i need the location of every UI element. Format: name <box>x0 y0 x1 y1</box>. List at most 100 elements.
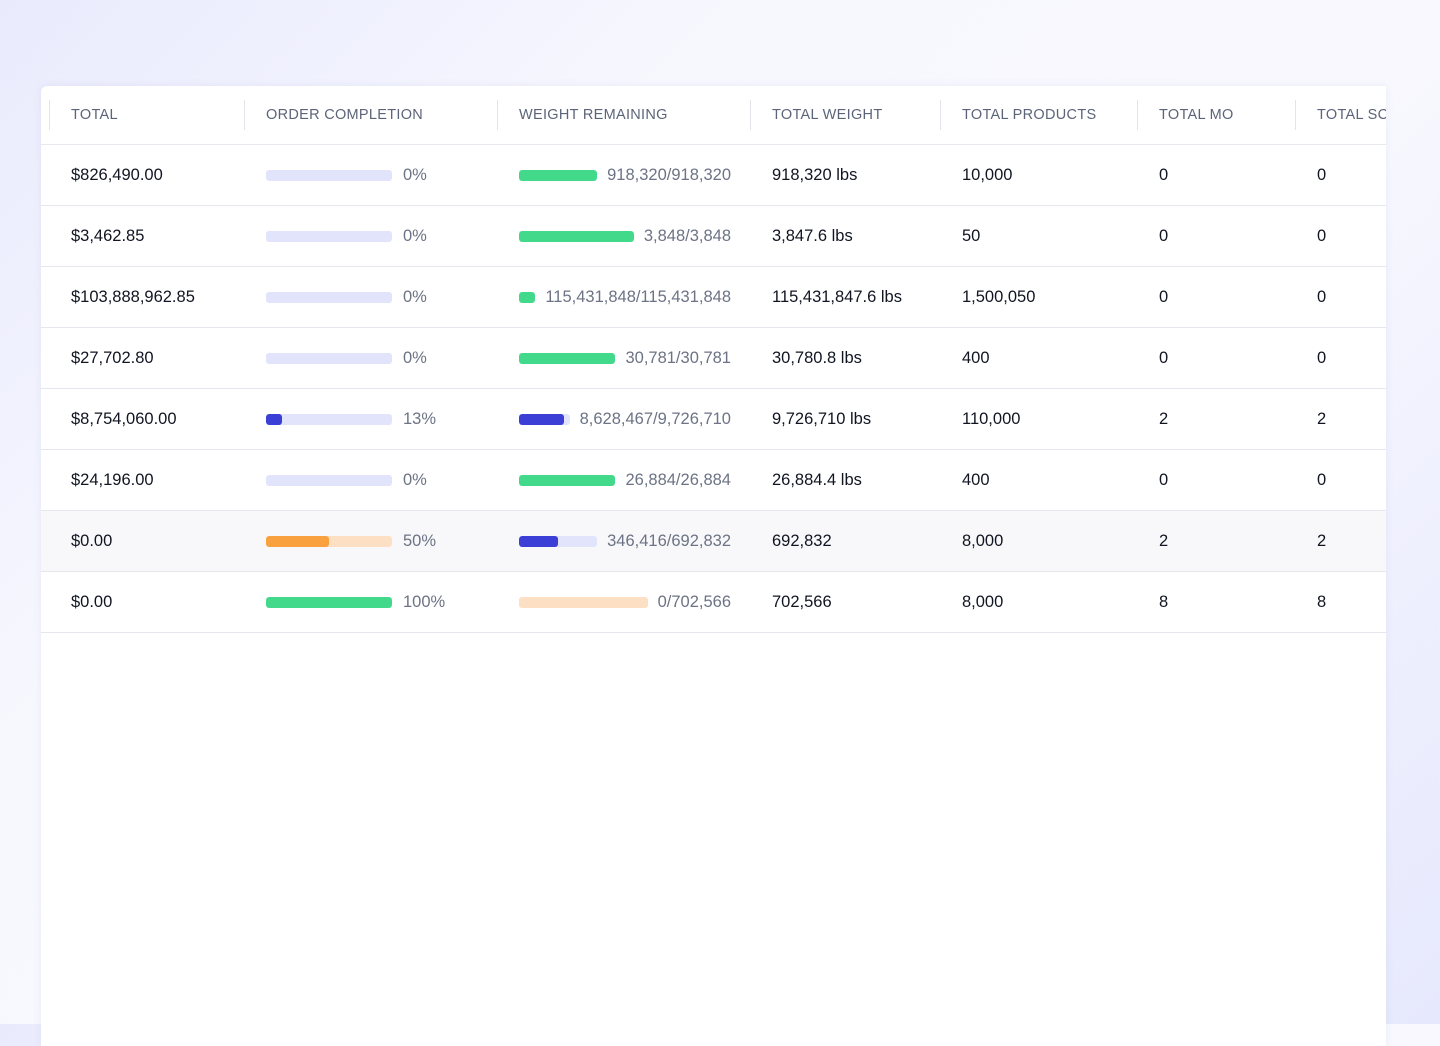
column-header-total-products[interactable]: TOTAL PRODUCTS <box>962 107 1097 123</box>
weight-remaining-cell: 918,320/918,320 <box>519 145 731 205</box>
weight-remaining-value: 3,848/3,848 <box>643 226 731 245</box>
total-cell: $826,490.00 <box>71 165 163 184</box>
total-mo-cell: 0 <box>1159 348 1169 367</box>
total-so-cell: 2 <box>1317 531 1327 550</box>
order-completion-bar <box>266 352 392 364</box>
total-products-cell: 10,000 <box>962 165 1013 184</box>
weight-remaining-value: 26,884/26,884 <box>625 470 731 489</box>
total-mo-cell: 2 <box>1159 531 1169 550</box>
total-weight-cell: 692,832 <box>772 531 832 550</box>
total-products-cell: 50 <box>962 226 981 245</box>
order-completion-cell: 0% <box>266 206 427 266</box>
order-completion-bar <box>266 535 392 547</box>
order-completion-bar <box>266 474 392 486</box>
total-weight-cell: 918,320 lbs <box>772 165 858 184</box>
weight-remaining-cell: 0/702,566 <box>519 572 731 632</box>
total-cell: $8,754,060.00 <box>71 409 177 428</box>
column-header-total-weight[interactable]: TOTAL WEIGHT <box>772 107 883 123</box>
weight-remaining-bar <box>519 291 536 303</box>
weight-remaining-fill <box>519 291 536 303</box>
total-so-cell: 8 <box>1317 592 1327 611</box>
total-products-cell: 1,500,050 <box>962 287 1036 306</box>
order-completion-cell: 0% <box>266 267 427 327</box>
table-row[interactable]: $0.00 100% 0/702,566 702,566 8,000 8 8 <box>41 572 1386 633</box>
weight-remaining-fill <box>519 474 616 486</box>
weight-remaining-value: 8,628,467/9,726,710 <box>579 409 731 428</box>
table-row[interactable]: $0.00 50% 346,416/692,832 692,832 8,000 2 2 <box>41 511 1386 572</box>
total-weight-cell: 3,847.6 lbs <box>772 226 853 245</box>
total-products-cell: 400 <box>962 470 990 489</box>
total-mo-cell: 0 <box>1159 470 1169 489</box>
weight-remaining-value: 0/702,566 <box>657 592 731 611</box>
total-mo-cell: 0 <box>1159 165 1169 184</box>
column-header-total-mo[interactable]: TOTAL MO <box>1159 107 1234 123</box>
total-weight-cell: 115,431,847.6 lbs <box>772 287 902 306</box>
total-mo-cell: 2 <box>1159 409 1169 428</box>
weight-remaining-bar <box>519 596 648 608</box>
order-completion-bar <box>266 230 392 242</box>
order-completion-cell: 50% <box>266 511 436 571</box>
total-mo-cell: 0 <box>1159 287 1169 306</box>
order-completion-percent: 0% <box>403 165 427 184</box>
column-divider[interactable] <box>750 100 751 130</box>
order-completion-fill <box>266 535 329 547</box>
column-header-weight-remaining[interactable]: WEIGHT REMAINING <box>519 107 668 123</box>
column-header-order-completion[interactable]: ORDER COMPLETION <box>266 107 424 123</box>
weight-remaining-cell: 115,431,848/115,431,848 <box>519 267 731 327</box>
table-body: $826,490.00 0% 918,320/918,320 918,320 lbs 1… <box>41 145 1386 633</box>
column-divider[interactable] <box>244 100 245 130</box>
total-so-cell: 0 <box>1317 165 1327 184</box>
table-row[interactable]: $27,702.80 0% 30,781/30,781 30,780.8 lbs 400… <box>41 328 1386 389</box>
total-weight-cell: 30,780.8 lbs <box>772 348 862 367</box>
total-products-cell: 8,000 <box>962 592 1004 611</box>
column-header-total[interactable]: TOTAL <box>71 107 118 123</box>
column-divider[interactable] <box>1137 100 1138 130</box>
weight-remaining-value: 346,416/692,832 <box>607 531 731 550</box>
total-so-cell: 0 <box>1317 348 1327 367</box>
weight-remaining-fill <box>519 535 559 547</box>
total-products-cell: 110,000 <box>962 409 1021 428</box>
column-divider[interactable] <box>497 100 498 130</box>
total-mo-cell: 0 <box>1159 226 1169 245</box>
total-so-cell: 2 <box>1317 409 1327 428</box>
total-so-cell: 0 <box>1317 226 1327 245</box>
order-completion-percent: 50% <box>403 531 437 550</box>
total-cell: $27,702.80 <box>71 348 154 367</box>
order-completion-fill <box>266 413 283 425</box>
weight-remaining-cell: 8,628,467/9,726,710 <box>519 389 731 449</box>
total-cell: $0.00 <box>71 592 113 611</box>
weight-remaining-cell: 346,416/692,832 <box>519 511 731 571</box>
weight-remaining-fill <box>519 169 598 181</box>
table-header: TOTAL ORDER COMPLETION WEIGHT REMAINING … <box>41 86 1386 145</box>
order-completion-percent: 13% <box>403 409 437 428</box>
table-row[interactable]: $8,754,060.00 13% 8,628,467/9,726,710 9,726… <box>41 389 1386 450</box>
total-so-cell: 0 <box>1317 470 1327 489</box>
weight-remaining-bar <box>519 474 616 486</box>
weight-remaining-fill <box>519 413 564 425</box>
weight-remaining-bar <box>519 169 598 181</box>
weight-remaining-fill <box>519 230 634 242</box>
order-completion-percent: 100% <box>403 592 446 611</box>
order-completion-bar <box>266 413 392 425</box>
table-row[interactable]: $24,196.00 0% 26,884/26,884 26,884.4 lbs 400… <box>41 450 1386 511</box>
order-completion-fill <box>266 596 392 608</box>
table-row[interactable]: $826,490.00 0% 918,320/918,320 918,320 lbs 1… <box>41 145 1386 206</box>
column-header-total-so[interactable]: TOTAL SC <box>1317 107 1386 123</box>
column-divider[interactable] <box>940 100 941 130</box>
order-completion-percent: 0% <box>403 470 427 489</box>
total-cell: $24,196.00 <box>71 470 154 489</box>
weight-remaining-value: 115,431,848/115,431,848 <box>545 287 731 306</box>
weight-remaining-bar <box>519 535 598 547</box>
order-completion-percent: 0% <box>403 287 427 306</box>
weight-remaining-bar <box>519 230 634 242</box>
weight-remaining-fill <box>519 352 616 364</box>
weight-remaining-cell: 26,884/26,884 <box>519 450 731 510</box>
table-row[interactable]: $3,462.85 0% 3,848/3,848 3,847.6 lbs 50 0 0 <box>41 206 1386 267</box>
weight-remaining-cell: 3,848/3,848 <box>519 206 731 266</box>
total-products-cell: 8,000 <box>962 531 1004 550</box>
table-row[interactable]: $103,888,962.85 0% 115,431,848/115,431,848… <box>41 267 1386 328</box>
column-divider[interactable] <box>1295 100 1296 130</box>
order-completion-percent: 0% <box>403 226 427 245</box>
total-cell: $103,888,962.85 <box>71 287 195 306</box>
order-completion-cell: 13% <box>266 389 436 449</box>
